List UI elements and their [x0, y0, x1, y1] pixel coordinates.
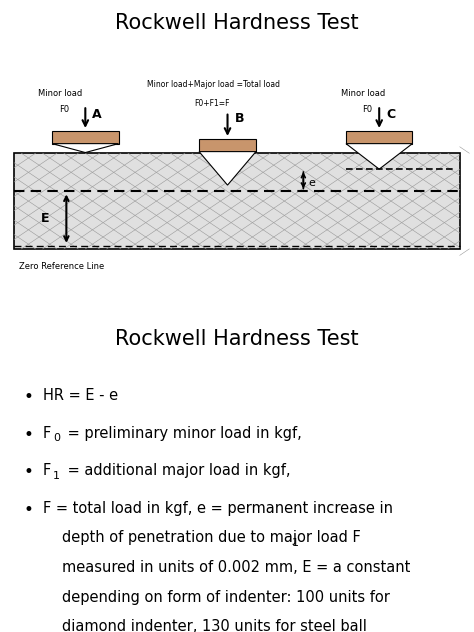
Text: Minor load: Minor load — [38, 89, 82, 99]
Text: F0: F0 — [363, 106, 373, 114]
Text: F0: F0 — [59, 106, 69, 114]
Text: F = total load in kgf, e = permanent increase in: F = total load in kgf, e = permanent inc… — [43, 501, 392, 516]
Text: •: • — [24, 463, 34, 481]
Polygon shape — [199, 152, 256, 185]
Bar — [52, 131, 118, 143]
Text: 1: 1 — [53, 471, 60, 481]
Text: diamond indenter, 130 units for steel ball: diamond indenter, 130 units for steel ba… — [62, 619, 366, 632]
Text: •: • — [24, 388, 34, 406]
Text: 1: 1 — [292, 538, 299, 548]
Text: 0: 0 — [53, 434, 60, 443]
Text: Zero Reference Line: Zero Reference Line — [19, 262, 104, 270]
Text: measured in units of 0.002 mm, E = a constant: measured in units of 0.002 mm, E = a con… — [62, 560, 410, 575]
Bar — [14, 153, 460, 249]
Polygon shape — [346, 143, 412, 169]
Bar — [199, 139, 256, 152]
Text: Rockwell Hardness Test: Rockwell Hardness Test — [115, 329, 359, 348]
Text: B: B — [235, 112, 244, 125]
Bar — [346, 131, 412, 143]
Text: F: F — [43, 425, 51, 441]
Text: •: • — [24, 425, 34, 444]
Text: F0+F1=F: F0+F1=F — [194, 99, 230, 108]
Text: E: E — [41, 212, 50, 225]
Text: Minor load: Minor load — [341, 89, 385, 99]
Text: Minor load+Major load =Total load: Minor load+Major load =Total load — [147, 80, 280, 88]
Text: = additional major load in kgf,: = additional major load in kgf, — [63, 463, 290, 478]
Text: A: A — [92, 109, 102, 121]
Text: Rockwell Hardness Test: Rockwell Hardness Test — [115, 13, 359, 33]
Text: C: C — [386, 109, 395, 121]
Polygon shape — [52, 143, 118, 152]
Text: •: • — [24, 501, 34, 519]
Text: depending on form of indenter: 100 units for: depending on form of indenter: 100 units… — [62, 590, 390, 605]
Text: HR = E - e: HR = E - e — [43, 388, 118, 403]
Text: = preliminary minor load in kgf,: = preliminary minor load in kgf, — [63, 425, 301, 441]
Text: F: F — [43, 463, 51, 478]
Text: e: e — [308, 178, 315, 188]
Text: depth of penetration due to major load F: depth of penetration due to major load F — [62, 530, 360, 545]
